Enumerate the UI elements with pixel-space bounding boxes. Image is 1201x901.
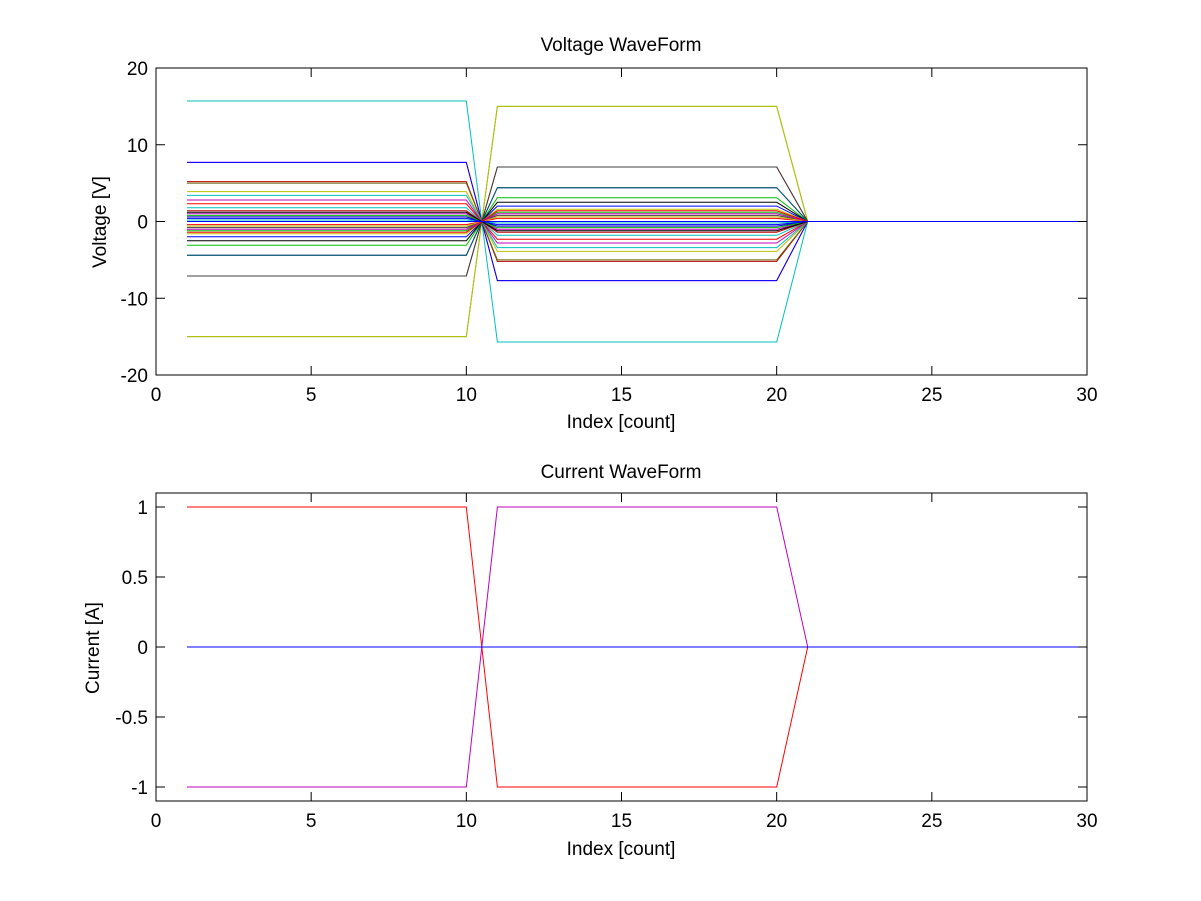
current-x-tick-label: 0 [151,811,162,832]
voltage-plot-title: Voltage WaveForm [541,35,702,56]
voltage-x-tick-label: 20 [766,385,787,406]
current-y-tick-label: 1 [137,498,148,519]
current-x-tick-label: 20 [766,811,787,832]
voltage-x-tick-label: 5 [306,385,317,406]
voltage-y-tick-label: -20 [121,366,148,387]
current-y-tick-label: 0 [137,638,148,659]
current-x-tick-label: 25 [921,811,942,832]
voltage-x-tick-label: 0 [151,385,162,406]
voltage-x-tick-label: 30 [1076,385,1097,406]
voltage-y-tick-label: 10 [127,136,148,157]
voltage-y-tick-label: 20 [127,59,148,80]
current-x-axis-label: Index [count] [567,839,676,860]
current-x-tick-label: 5 [306,811,317,832]
current-waveform-plot: Current WaveForm Index [count] Current [… [83,462,1098,860]
current-x-tick-label: 15 [611,811,632,832]
voltage-waveform-plot: Voltage WaveForm Index [count] Voltage [… [90,35,1098,433]
voltage-x-tick-label: 15 [611,385,632,406]
voltage-x-tick-label: 10 [456,385,477,406]
voltage-y-tick-label: -10 [121,289,148,310]
voltage-y-tick-label: 0 [137,213,148,234]
voltage-y-axis-label: Voltage [V] [90,176,111,268]
current-y-tick-label: -1 [131,778,148,799]
current-series-group [187,506,1087,788]
current-y-axis-label: Current [A] [83,602,104,694]
current-x-tick-label: 30 [1076,811,1097,832]
current-x-tick-label: 10 [456,811,477,832]
current-y-tick-label: 0.5 [122,568,148,589]
voltage-series-group [187,100,1087,343]
current-plot-title: Current WaveForm [541,462,702,483]
current-y-tick-label: -0.5 [115,708,148,729]
voltage-x-tick-label: 25 [921,385,942,406]
voltage-x-axis-label: Index [count] [567,412,676,433]
